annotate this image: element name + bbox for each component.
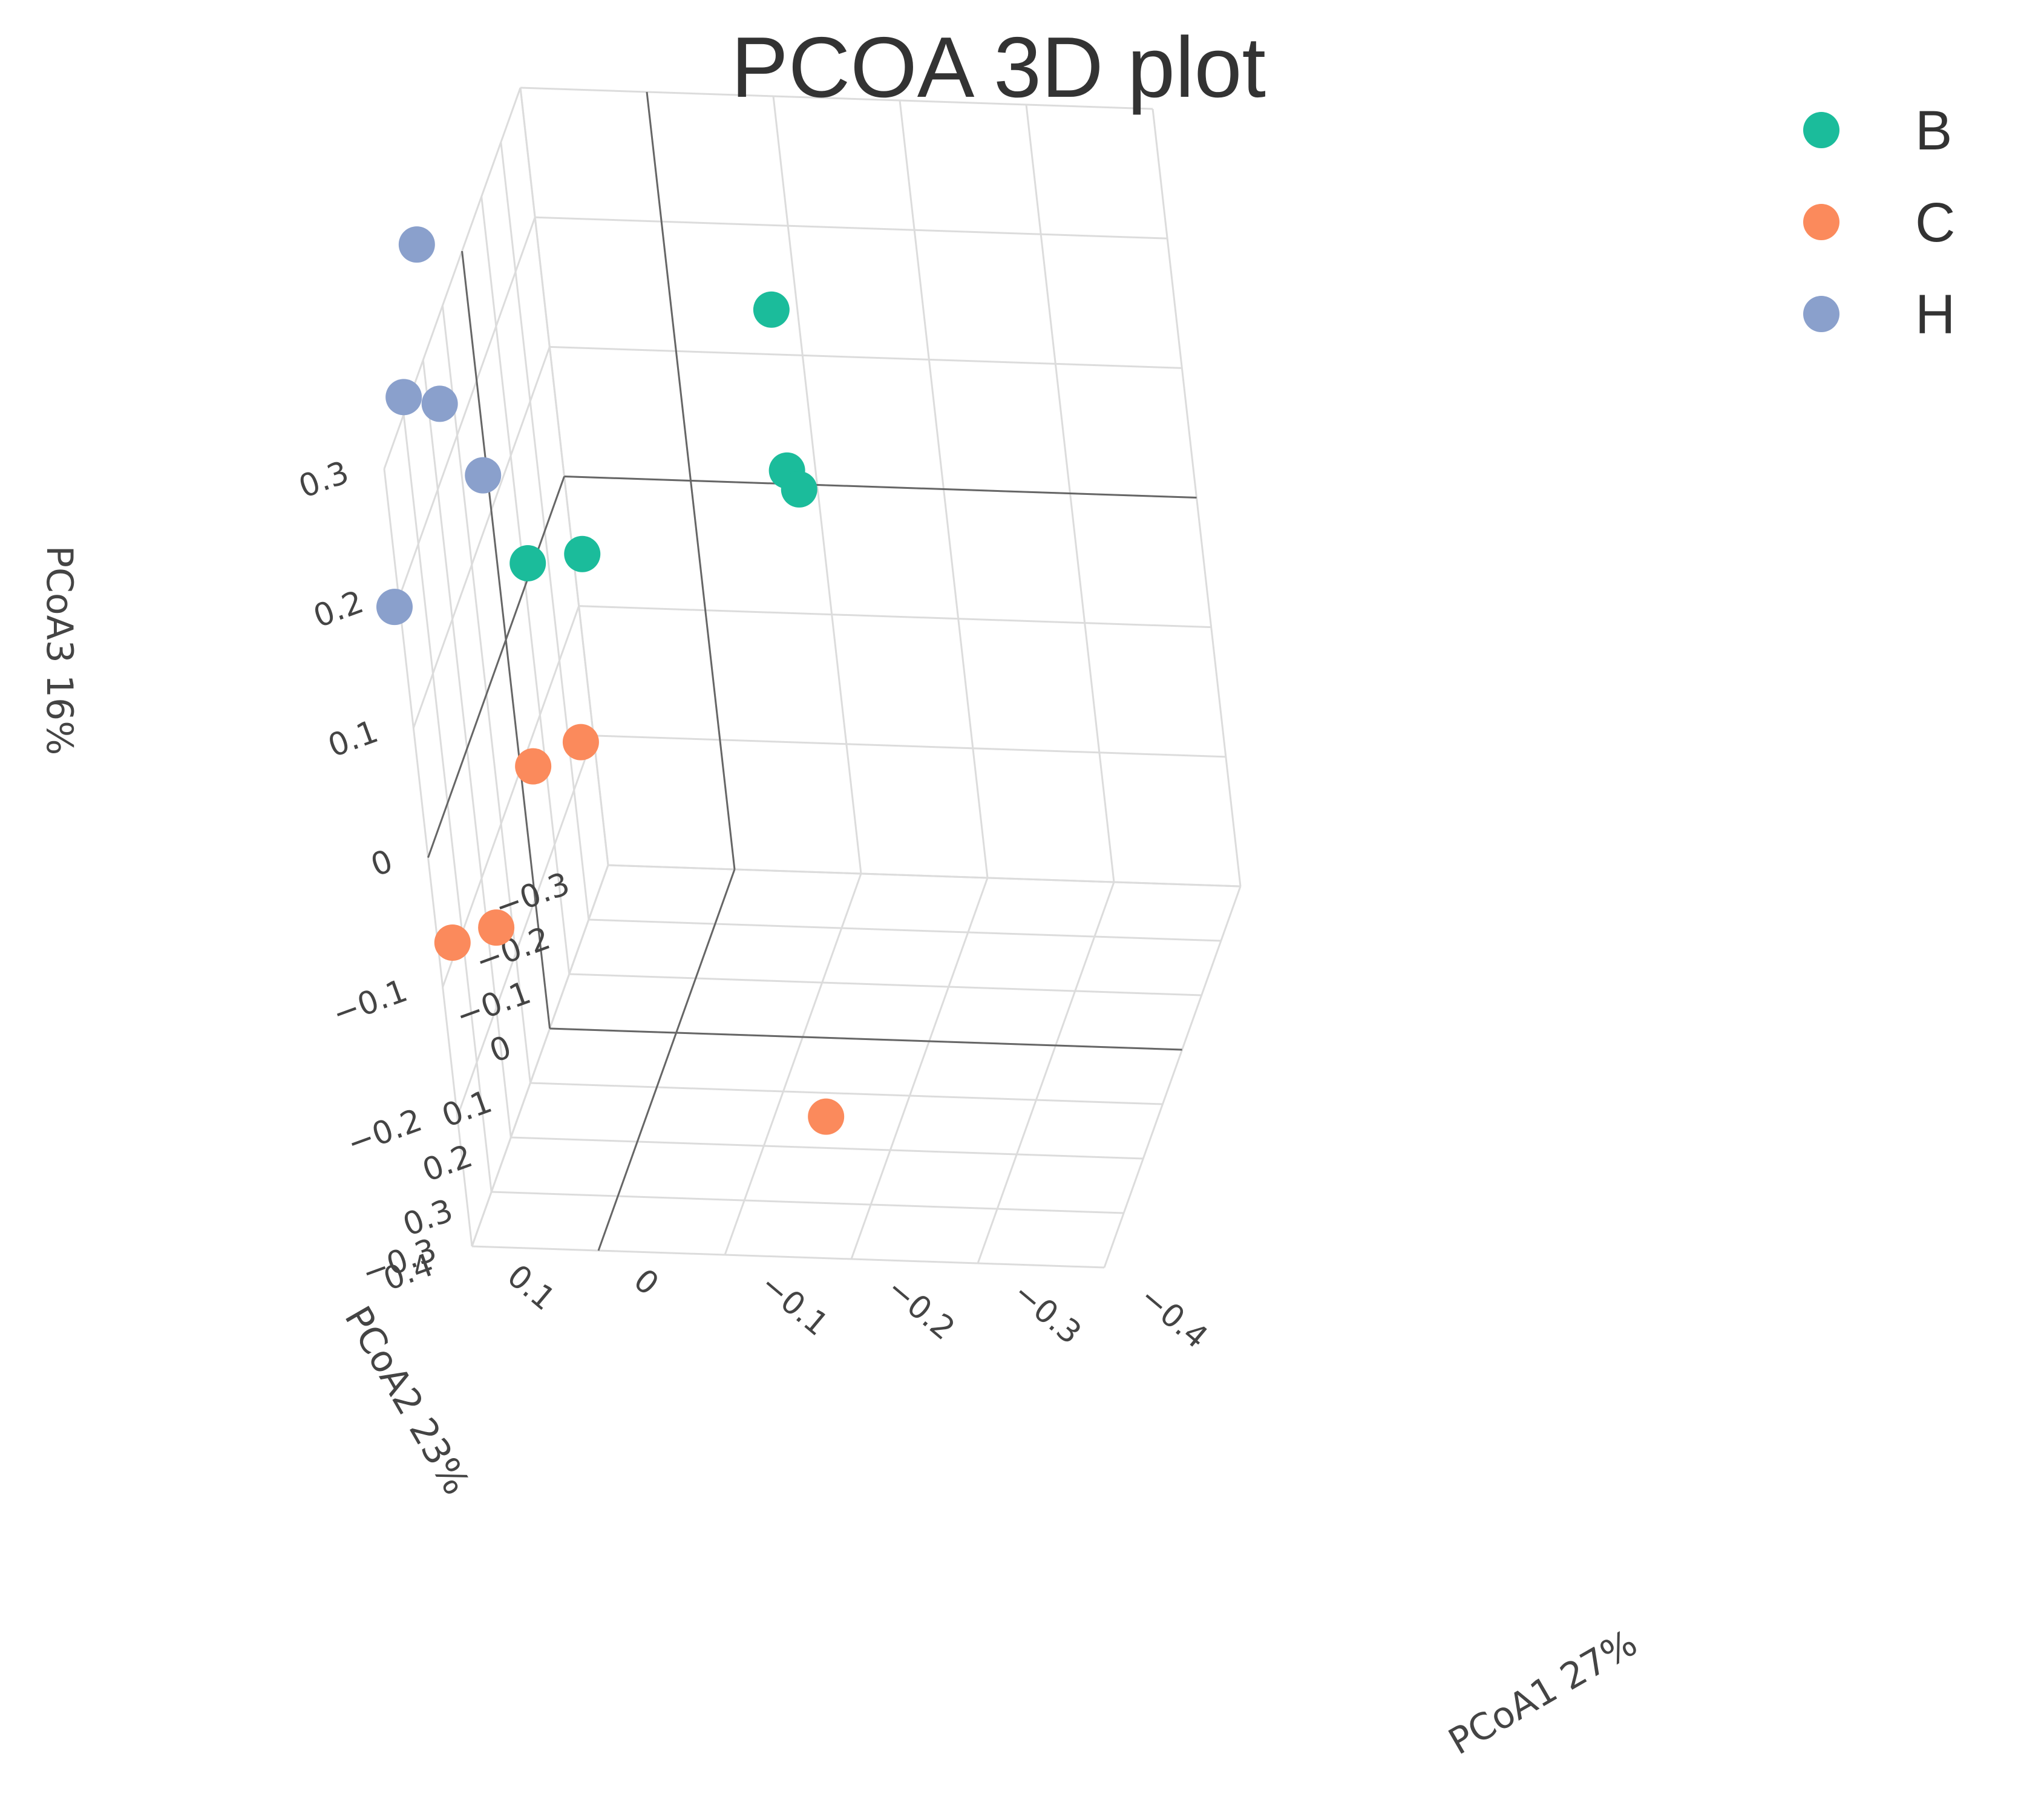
floor-grid-line	[530, 1082, 1163, 1105]
left-wall-zero-vertical	[461, 250, 551, 1029]
left-wall-grid-line	[442, 606, 580, 988]
floor-grid-line	[491, 1191, 1124, 1214]
x-tick-label: −0.2	[880, 1271, 961, 1347]
point-B	[509, 545, 546, 581]
x-axis-title: PCoA1 27%	[1441, 1622, 1644, 1764]
point-C	[434, 924, 471, 961]
back-wall-grid-line	[593, 734, 1226, 758]
x-tick-label: −0.1	[753, 1266, 835, 1343]
left-wall-grid-line	[471, 865, 609, 1247]
back-wall-zero-vertical	[646, 91, 736, 870]
left-wall-grid-line	[412, 346, 551, 728]
back-wall-grid-line	[520, 87, 1153, 110]
floor-grid-line	[569, 973, 1202, 996]
left-wall-grid-line	[398, 217, 536, 599]
left-wall-grid-line	[456, 735, 595, 1117]
left-wall-zero-line	[427, 476, 565, 859]
floor-grid-line	[724, 873, 862, 1255]
point-C	[562, 724, 599, 761]
z-axis-title: PCoA3 16%	[38, 546, 80, 755]
legend-marker-H	[1803, 296, 1839, 332]
legend-marker-C	[1803, 204, 1839, 240]
data-points	[376, 226, 845, 1135]
y-axis-title: PCoA2 23%	[336, 1299, 477, 1502]
tick-labels: −0.3−0.2−0.100.10.20.3−0.3−0.2−0.100.10.…	[294, 454, 1214, 1356]
grid-lines	[383, 87, 1242, 1269]
point-B	[781, 471, 817, 508]
x-tick-label: −0.3	[1006, 1275, 1088, 1352]
x-tick-label: 0	[627, 1262, 666, 1303]
legend-label-B: B	[1915, 100, 1952, 162]
z-tick-label: −0.2	[342, 1102, 427, 1163]
floor-grid-line	[977, 882, 1115, 1264]
y-tick-label: 0.1	[437, 1084, 497, 1135]
z-tick-label: 0	[366, 843, 398, 884]
floor-zero-line-x	[597, 869, 736, 1251]
floor-grid-line	[471, 1245, 1105, 1269]
floor-grid-line	[588, 918, 1221, 942]
back-wall-grid-line	[535, 216, 1168, 240]
z-tick-label: 0.3	[294, 454, 353, 506]
x-tick-label: −0.4	[1133, 1279, 1214, 1356]
floor-zero-line-y	[549, 1027, 1182, 1051]
point-H	[385, 379, 422, 416]
y-tick-label: 0	[485, 1029, 516, 1070]
back-wall-grid-line	[549, 345, 1182, 369]
point-C	[808, 1098, 845, 1135]
legend-label-C: C	[1915, 192, 1955, 254]
chart-title: PCOA 3D plot	[731, 19, 1266, 116]
y-tick-label: 0.2	[418, 1138, 477, 1189]
z-tick-label: 0.2	[309, 584, 368, 635]
z-tick-label: 0.1	[324, 713, 383, 765]
point-H	[421, 385, 458, 422]
y-tick-label: 0.3	[398, 1192, 457, 1244]
back-wall-grid-line	[608, 864, 1241, 888]
point-C	[478, 909, 515, 946]
back-wall-grid-line	[578, 605, 1211, 629]
floor-grid-line	[1103, 886, 1242, 1268]
legend: BCH	[1803, 100, 1955, 345]
legend-marker-B	[1803, 112, 1839, 148]
z-tick-label: −0.1	[328, 973, 412, 1033]
floor-grid-line	[511, 1136, 1144, 1160]
legend-label-H: H	[1915, 284, 1955, 345]
point-H	[465, 457, 502, 494]
point-H	[376, 589, 413, 626]
point-B	[753, 291, 790, 328]
point-B	[564, 535, 601, 572]
point-H	[398, 226, 435, 263]
axis-lines	[427, 91, 1197, 1251]
point-C	[515, 748, 552, 785]
back-wall-zero-line	[564, 476, 1197, 499]
floor-grid-line	[850, 877, 989, 1260]
x-tick-label: 0.1	[500, 1258, 562, 1318]
